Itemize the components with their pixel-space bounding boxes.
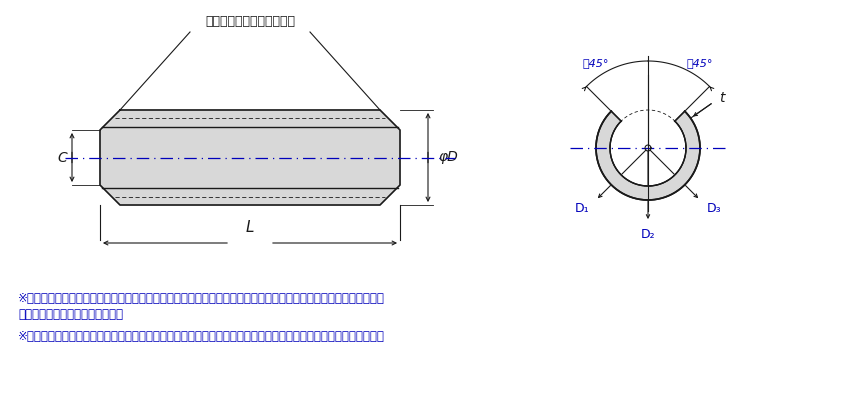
Polygon shape [596,111,700,200]
Text: D₂: D₂ [641,228,656,240]
Text: 素45°: 素45° [582,58,609,68]
Text: φD: φD [438,150,458,164]
Polygon shape [610,110,686,186]
Text: 素45°: 素45° [687,58,714,68]
Polygon shape [100,110,400,205]
Text: D₃: D₃ [707,202,721,215]
Text: ※１　すきまＣは、スプリングピンを適用する穴に挿入したとき、辺が接触しないような寸法でなければならない。: ※１ すきまＣは、スプリングピンを適用する穴に挿入したとき、辺が接触しないような… [18,292,385,305]
Text: （但し、両端部を除く。）: （但し、両端部を除く。） [18,308,123,321]
Text: ※２　Ｄの最大寸法はピンの円周上における最大値とし、Ｄの最少寸法は　　（Ｄ１＋Ｄ２＋Ｄ３）／３　とする。: ※２ Ｄの最大寸法はピンの円周上における最大値とし、Ｄの最少寸法は （Ｄ１＋Ｄ２… [18,330,385,343]
Text: D₁: D₁ [574,202,589,215]
Text: t: t [720,91,725,105]
Text: L: L [246,220,254,235]
Text: 面取りの形状は任意とする: 面取りの形状は任意とする [205,15,295,28]
Text: C: C [57,150,67,164]
